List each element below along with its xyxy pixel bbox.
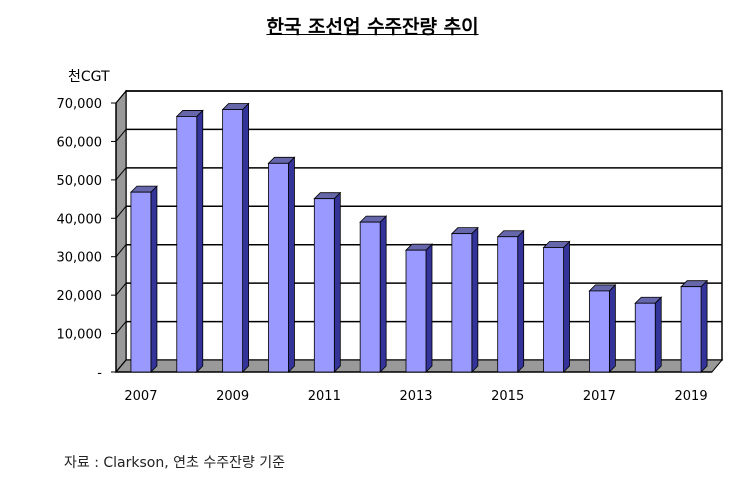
bar-side [242,102,250,373]
gridline-diagonal [115,205,127,219]
bar-front [634,302,656,373]
bar-side [608,283,616,373]
bar-side [654,296,662,373]
bar-2009 [221,102,250,373]
gridline-diagonal [115,282,127,296]
gridline-diagonal [115,167,127,181]
y-tick-label: - [97,366,102,381]
y-tick-label: 10,000 [57,328,103,343]
bar-side [517,229,525,373]
x-tick-label: 2017 [583,389,616,404]
x-tick-label: 2019 [675,389,708,404]
y-tick-label: 60,000 [57,135,103,150]
bar-2013 [405,243,433,373]
bar-side [471,226,479,373]
x-tick-label: 2007 [124,389,157,404]
bar-2008 [175,109,204,373]
x-tick-label: 2013 [399,389,432,404]
bar-front [497,236,519,373]
bar-2007 [129,185,158,373]
bar-2019 [680,279,709,373]
y-tick-label: 40,000 [57,212,103,227]
gridline-diagonal [115,359,127,373]
x-tick-label: 2009 [216,389,249,404]
bar-side [333,191,341,373]
source-note: 자료 : Clarkson, 연초 수주잔량 기준 [64,455,286,471]
bar-side [196,109,204,373]
bar-2017 [588,283,617,373]
y-tick-label: 50,000 [57,174,103,189]
bar-front [543,247,564,373]
bar-side [563,240,570,373]
bar-front [588,290,610,373]
bar-2018 [634,296,663,373]
chart-title: 한국 조선업 수주잔량 추이 [266,16,479,38]
bar-front [405,249,427,373]
bar-front [680,286,702,373]
bar-side [150,185,158,373]
gridline-diagonal [115,90,127,104]
y-tick-label: 70,000 [57,97,103,112]
bar-2015 [496,229,525,373]
x-tick-label: 2015 [491,389,524,404]
bar-2010 [267,156,296,373]
gridline-diagonal [115,129,127,142]
bar-side [288,156,295,373]
y-axis-unit-label: 천CGT [68,69,110,85]
bar-2012 [359,215,388,373]
bar-side [379,215,387,373]
bar-side [425,243,433,373]
gridline-diagonal [115,321,127,334]
side-wall [115,89,127,374]
y-tick-label: 20,000 [57,289,103,304]
bar-2011 [313,191,342,373]
y-tick-label: 30,000 [57,251,103,266]
bar-front [313,198,335,373]
bar-front [268,162,289,373]
gridline-diagonal [115,244,127,258]
bar-front [176,116,198,373]
bar-side [700,279,708,373]
bar-front [359,221,381,373]
bar-2014 [450,226,479,373]
bar-front [451,233,473,373]
bar-2016 [542,240,571,373]
bar-front [130,191,152,373]
bar-front [222,109,244,373]
x-tick-label: 2011 [308,389,341,404]
